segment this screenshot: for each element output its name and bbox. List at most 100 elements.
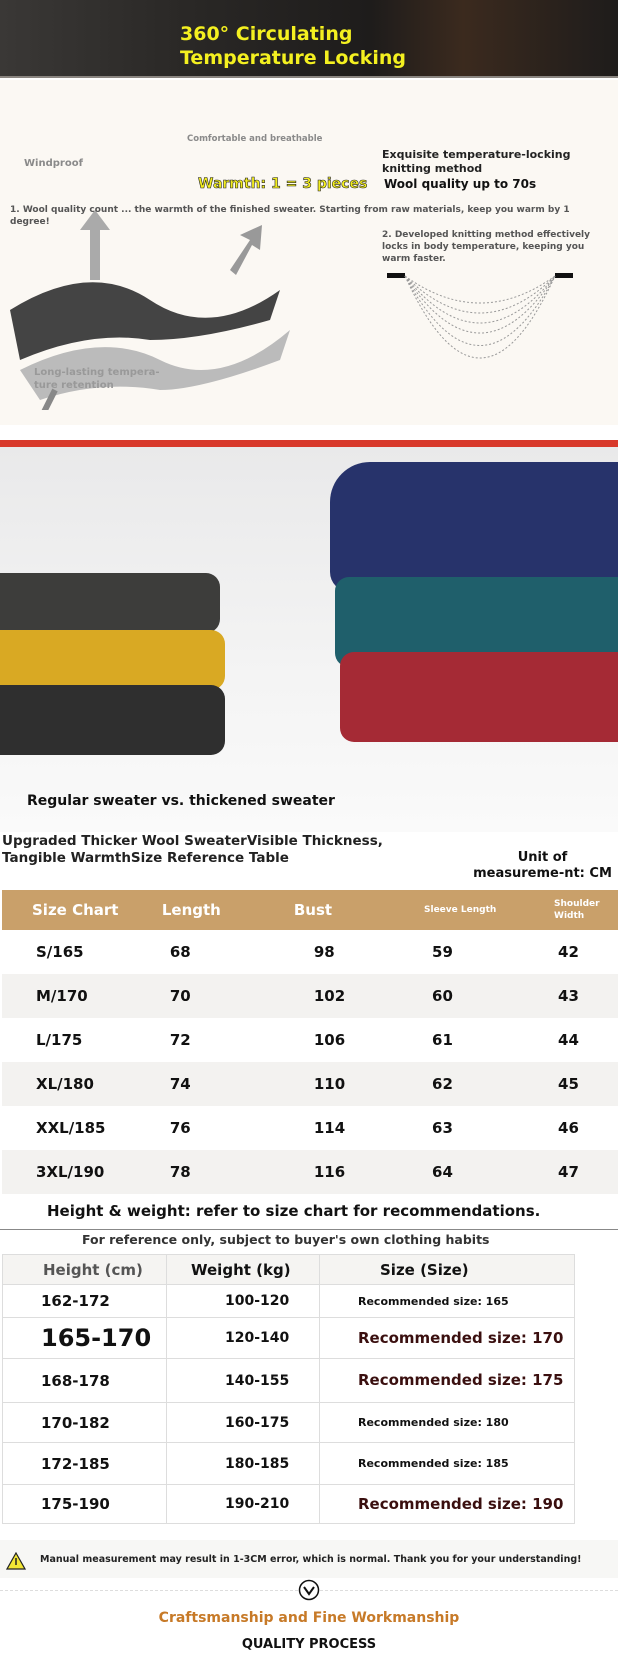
measurement-cell: 114 [313, 1119, 346, 1137]
measurement-cell: 60 [424, 974, 555, 1018]
warmth-heading: Warmth: 1 = 3 pieces [198, 176, 368, 193]
header-size-chart: Size Chart [2, 890, 162, 930]
size-label-cell: XL/180 [2, 1062, 162, 1106]
hw-row: 170-182 160-175 Recommended size: 180 [2, 1402, 575, 1443]
hw-row: 162-172 100-120 Recommended size: 165 [2, 1284, 575, 1318]
height-weight-table: Height (cm) Weight (kg) Size (Size) 162-… [2, 1254, 575, 1524]
unit-label: Unit of measureme-nt: CM [473, 850, 612, 881]
measurement-cell: 46 [558, 1119, 579, 1137]
size-section-title: Upgraded Thicker Wool SweaterVisible Thi… [2, 833, 618, 867]
size-title-line1: Upgraded Thicker Wool SweaterVisible Thi… [2, 833, 383, 849]
windproof-label: Windproof [24, 158, 83, 169]
measurement-cell: 74 [161, 1062, 292, 1106]
craftsmanship-heading: Craftsmanship and Fine Workmanship [158, 1610, 460, 1626]
measurement-cell: 70 [161, 974, 292, 1018]
measurement-cell: 47 [554, 1150, 618, 1194]
measurement-cell: 102 [291, 974, 425, 1018]
measurement-cell: 59 [432, 943, 453, 961]
header-shoulder-width: Shoulder Width [554, 890, 618, 930]
banner-title-line2: Temperature Locking [180, 47, 406, 69]
sweater-comparison-photo: Regular sweater vs. thickened sweater [0, 447, 618, 832]
weight-cell: 190-210 [166, 1484, 320, 1524]
weight-cell: 180-185 [166, 1442, 320, 1485]
header-size: Size (Size) [319, 1254, 575, 1285]
size-label-cell: S/165 [36, 943, 84, 961]
measurement-cell: 45 [554, 1062, 618, 1106]
weight-cell: 160-175 [166, 1402, 320, 1443]
measurement-cell: 63 [432, 1119, 453, 1137]
measurement-cell: 110 [291, 1062, 425, 1106]
hw-row: 165-170 120-140 Recommended size: 170 [2, 1317, 575, 1359]
banner-title: 360° Circulating Temperature Locking [180, 22, 406, 70]
intro-section: Warmth: 1 = 3 pieces Comfortable and bre… [0, 80, 618, 425]
section-divider [0, 440, 618, 447]
size-label-cell: XXL/185 [36, 1119, 106, 1137]
header-bust: Bust [291, 890, 425, 930]
warning-text: Manual measurement may result in 1-3CM e… [40, 1554, 582, 1565]
warning-bar: Manual measurement may result in 1-3CM e… [0, 1540, 618, 1578]
hw-row: 168-178 140-155 Recommended size: 175 [2, 1358, 575, 1403]
knitting-title: Exquisite temperature-locking knitting m… [382, 148, 571, 175]
size-label-cell: L/175 [36, 1031, 83, 1049]
retention-label: Long-lasting tempera-ture retention [34, 367, 160, 391]
height-cell: 175-190 [2, 1484, 167, 1524]
measurement-cell: 98 [313, 943, 335, 961]
size-row: L/175 72 106 61 44 [2, 1018, 618, 1062]
measurement-cell: 68 [169, 943, 191, 961]
header-sleeve-length: Sleeve Length [424, 890, 555, 930]
size-label-cell: 3XL/190 [2, 1150, 162, 1194]
height-cell: 168-178 [2, 1358, 167, 1403]
weight-cell: 100-120 [166, 1284, 320, 1318]
recommended-size-cell: Recommended size: 180 [319, 1402, 575, 1443]
measurement-cell: 116 [291, 1150, 425, 1194]
quality-process-heading: QUALITY PROCESS [241, 1637, 377, 1652]
header-weight: Weight (kg) [166, 1254, 320, 1285]
measurement-cell: 61 [432, 1031, 453, 1049]
height-cell: 170-182 [2, 1402, 167, 1443]
measurement-cell: 62 [424, 1062, 555, 1106]
recommended-size-cell: Recommended size: 175 [319, 1358, 575, 1403]
banner-title-line1: 360° Circulating [180, 23, 353, 45]
comfortable-label: Comfortable and breathable [187, 134, 323, 144]
measurement-cell: 64 [424, 1150, 555, 1194]
point-1-text: 1. Wool quality count ... the warmth of … [10, 205, 570, 227]
measurement-cell: 42 [558, 943, 579, 961]
size-row: M/170 70 102 60 43 [2, 974, 618, 1018]
recommended-size-cell: Recommended size: 165 [319, 1284, 575, 1318]
hw-row: 172-185 180-185 Recommended size: 185 [2, 1442, 575, 1485]
measurement-cell: 106 [313, 1031, 346, 1049]
point-2-text: 2. Developed knitting method effectively… [382, 230, 590, 264]
size-label-cell: M/170 [2, 974, 162, 1018]
size-row: 3XL/190 78 116 64 47 [2, 1150, 618, 1194]
size-table-header: Size Chart Length Bust Sleeve Length Sho… [2, 890, 618, 930]
weight-cell: 140-155 [166, 1358, 320, 1403]
hw-row: 175-190 190-210 Recommended size: 190 [2, 1484, 575, 1524]
height-cell: 172-185 [2, 1442, 167, 1485]
fabric-layers-illustration [10, 210, 290, 410]
height-cell: 162-172 [2, 1284, 167, 1318]
banner: 360° Circulating Temperature Locking [0, 0, 618, 78]
size-row: XL/180 74 110 62 45 [2, 1062, 618, 1106]
hw-subtitle: For reference only, subject to buyer's o… [82, 1232, 490, 1247]
size-chart-table: Size Chart Length Bust Sleeve Length Sho… [2, 890, 618, 1194]
header-height: Height (cm) [2, 1254, 167, 1285]
weight-cell: 120-140 [166, 1317, 320, 1359]
recommended-size-cell: Recommended size: 185 [319, 1442, 575, 1485]
height-weight-note: Height & weight: refer to size chart for… [47, 1202, 541, 1220]
measurement-cell: 76 [169, 1119, 191, 1137]
recommended-size-cell: Recommended size: 190 [319, 1484, 575, 1524]
measurement-cell: 72 [169, 1031, 191, 1049]
hw-table-header: Height (cm) Weight (kg) Size (Size) [2, 1254, 575, 1285]
recommended-size-cell: Recommended size: 170 [319, 1317, 575, 1359]
divider [0, 1229, 618, 1230]
height-cell: 165-170 [2, 1317, 167, 1359]
size-row: S/165 68 98 59 42 [2, 930, 618, 974]
wool-quality: Wool quality up to 70s [384, 177, 537, 191]
measurement-cell: 43 [554, 974, 618, 1018]
warning-triangle-icon [6, 1552, 26, 1570]
chevron-down-circle-icon [298, 1579, 320, 1601]
knitting-curve-illustration [387, 273, 573, 359]
size-row: XXL/185 76 114 63 46 [2, 1106, 618, 1150]
size-title-line2: Tangible WarmthSize Reference Table [2, 850, 289, 866]
measurement-cell: 78 [161, 1150, 292, 1194]
